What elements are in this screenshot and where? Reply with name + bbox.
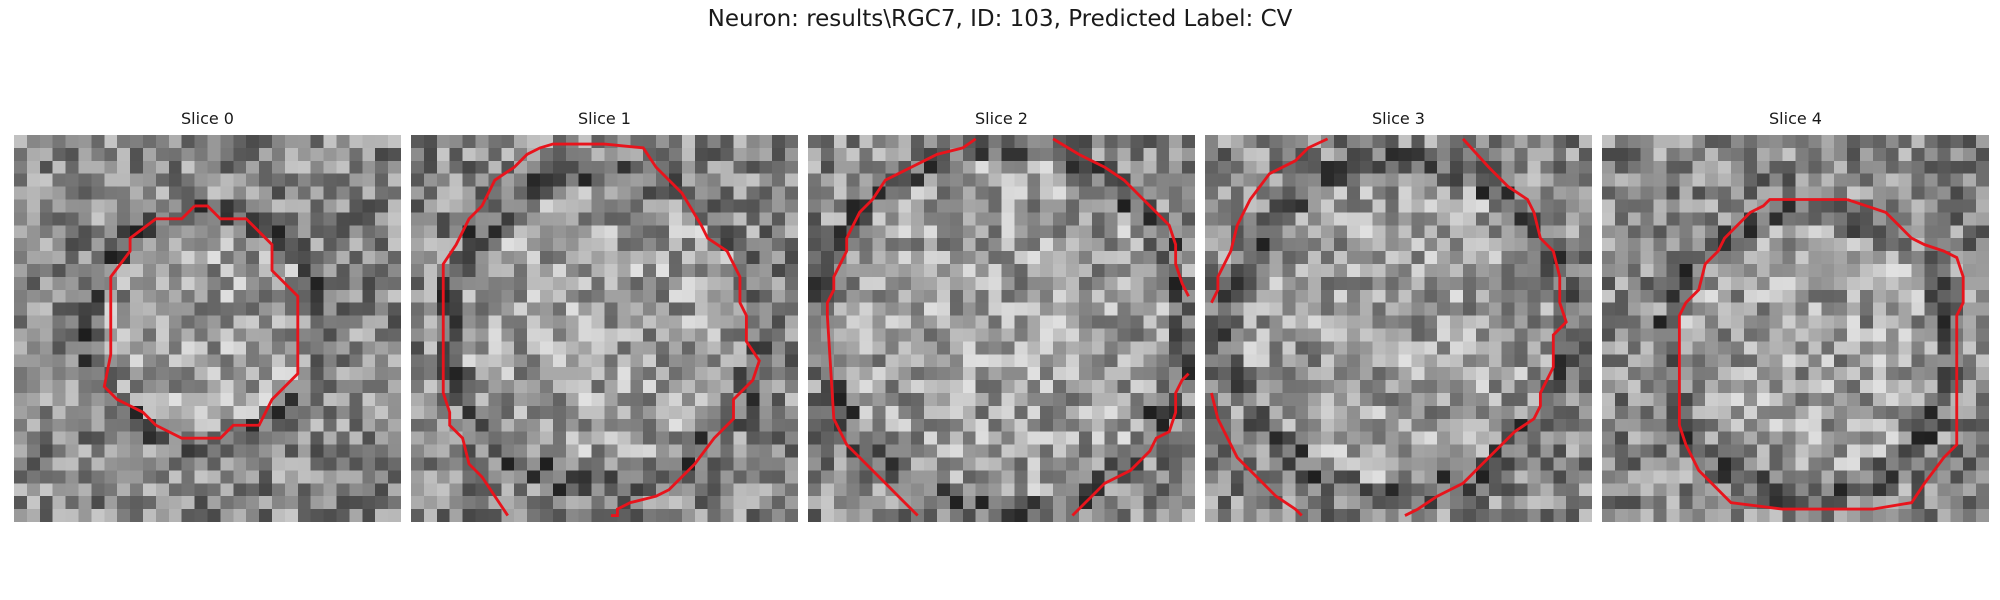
contour-line bbox=[1677, 198, 1965, 511]
contour-line bbox=[1071, 372, 1190, 517]
slice-title: Slice 3 bbox=[1372, 109, 1425, 128]
noise-grid bbox=[14, 135, 401, 522]
contour-line bbox=[1210, 392, 1303, 517]
slice-panel-3: Slice 3 bbox=[1205, 107, 1592, 522]
slice-title: Slice 2 bbox=[975, 109, 1028, 128]
slice-title: Slice 4 bbox=[1769, 109, 1822, 128]
slice-image bbox=[1602, 135, 1989, 522]
slice-panel-0: Slice 0 bbox=[14, 107, 401, 522]
slice-title: Slice 0 bbox=[181, 109, 234, 128]
figure-title: Neuron: results\RGC7, ID: 103, Predicted… bbox=[707, 6, 1293, 32]
contour-line bbox=[102, 204, 300, 440]
contour-line bbox=[825, 137, 977, 517]
slice-title: Slice 1 bbox=[578, 109, 631, 128]
slice-image bbox=[1205, 135, 1592, 522]
contour-line bbox=[441, 142, 761, 517]
slice-panel-1: Slice 1 bbox=[411, 107, 798, 522]
contour-line bbox=[1052, 137, 1190, 297]
slice-panel-2: Slice 2 bbox=[808, 107, 1195, 522]
noise-grid bbox=[411, 135, 798, 522]
noise-grid bbox=[1602, 135, 1989, 522]
slice-panel-4: Slice 4 bbox=[1602, 107, 1989, 522]
slice-image bbox=[411, 135, 798, 522]
contour-line bbox=[1210, 137, 1329, 304]
slice-image bbox=[14, 135, 401, 522]
noise-grid bbox=[1205, 135, 1592, 522]
contour-line bbox=[1404, 137, 1568, 517]
slice-image bbox=[808, 135, 1195, 522]
